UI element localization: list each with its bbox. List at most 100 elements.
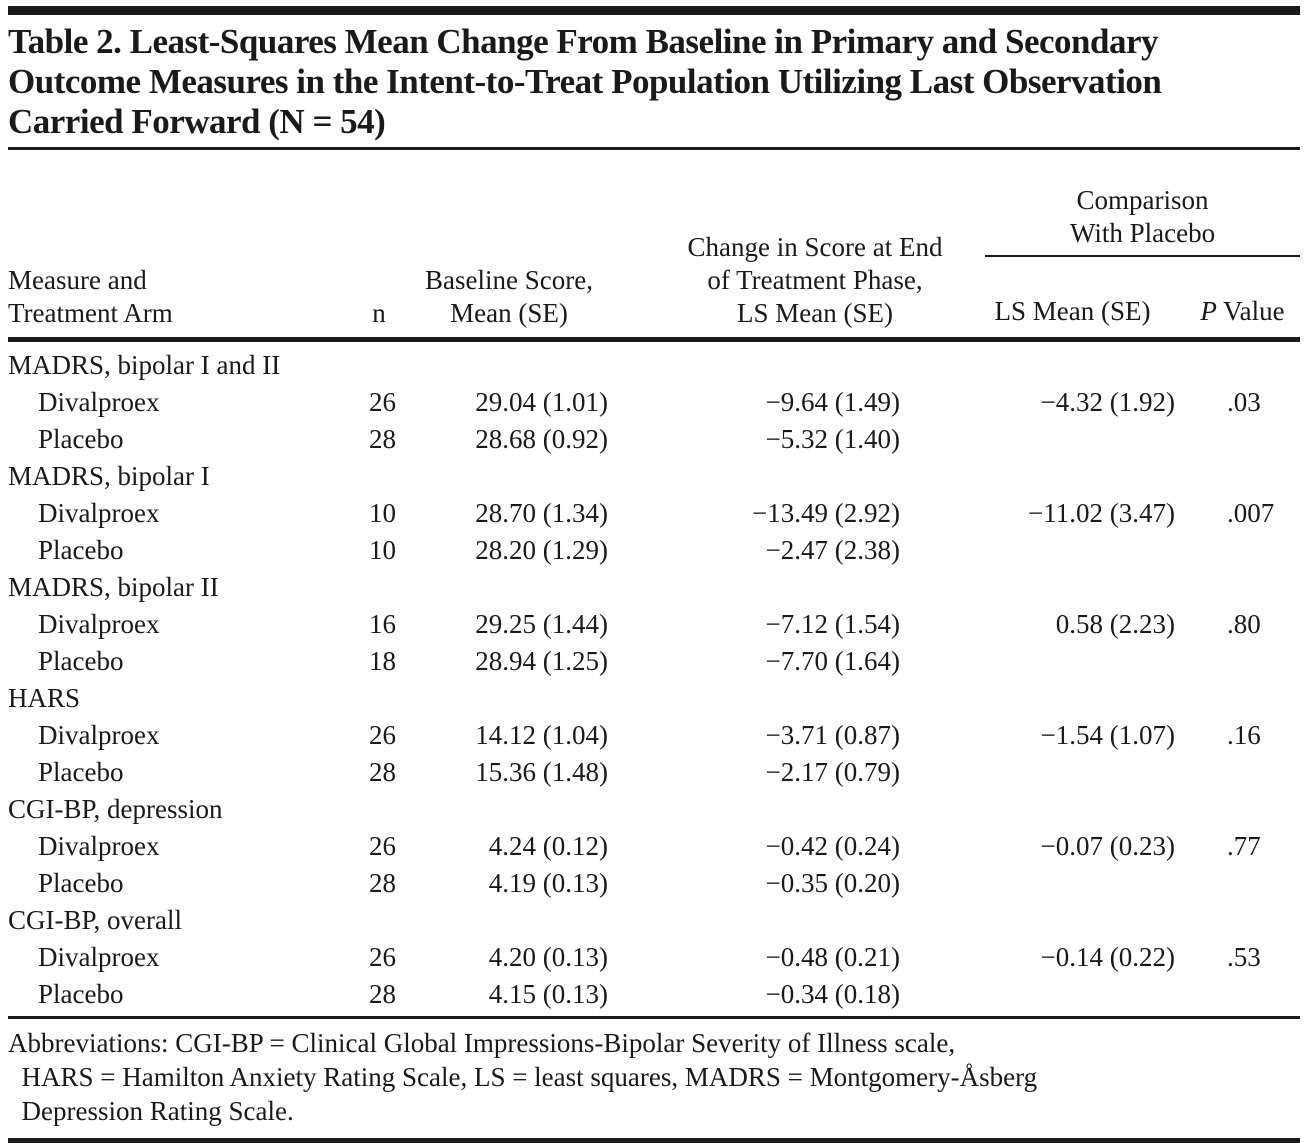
cell-measure: Divalproex	[38, 609, 160, 639]
cell-p-value	[1185, 340, 1300, 385]
cell-comparison	[960, 902, 1185, 939]
cell-n	[360, 340, 398, 385]
col-group-comparison-with-placebo: Comparison With Placebo	[960, 150, 1300, 290]
cell-measure: MADRS, bipolar II	[8, 572, 219, 602]
cell-comparison	[960, 569, 1185, 606]
cell-p-value	[1185, 791, 1300, 828]
cell-n	[360, 791, 398, 828]
col-header-ls-mean: LS Mean (SE)	[960, 290, 1185, 342]
cell-comparison	[960, 458, 1185, 495]
cell-measure: MADRS, bipolar I	[8, 461, 210, 491]
cell-comparison: −11.02 (3.47)	[1028, 498, 1175, 528]
cell-baseline: 15.36 (1.48)	[475, 757, 608, 787]
cell-n: 26	[369, 720, 396, 750]
outcomes-table: Measure and Treatment Arm n Baseline Sco…	[8, 150, 1300, 1013]
table-row-section: MADRS, bipolar I	[8, 458, 1300, 495]
cell-change: −0.35 (0.20)	[765, 868, 900, 898]
cell-measure: Placebo	[38, 868, 124, 898]
cell-comparison	[960, 532, 1185, 569]
table-row-arm: Divalproex 26 4.20 (0.13) −0.48 (0.21) −…	[8, 939, 1300, 976]
cell-change: −0.48 (0.21)	[765, 942, 900, 972]
cell-measure: Placebo	[38, 424, 124, 454]
table-row-arm: Divalproex 26 14.12 (1.04) −3.71 (0.87) …	[8, 717, 1300, 754]
cell-change: −13.49 (2.92)	[752, 498, 900, 528]
table-row-arm: Placebo 28 4.15 (0.13) −0.34 (0.18)	[8, 976, 1300, 1013]
cell-measure: Divalproex	[38, 498, 160, 528]
col-header-measure-treatment-arm: Measure and Treatment Arm	[8, 150, 360, 342]
cell-comparison	[960, 643, 1185, 680]
cell-baseline: 28.68 (0.92)	[475, 424, 608, 454]
cell-p-value	[1185, 532, 1300, 569]
cell-measure: Placebo	[38, 535, 124, 565]
cell-n: 26	[369, 942, 396, 972]
table-body: MADRS, bipolar I and II Divalproex 26 29…	[8, 340, 1300, 1014]
cell-p-value	[1185, 754, 1300, 791]
cell-baseline: 4.19 (0.13)	[488, 868, 608, 898]
cell-p-value	[1185, 865, 1300, 902]
cell-comparison: −0.14 (0.22)	[1040, 942, 1175, 972]
cell-baseline: 4.24 (0.12)	[488, 831, 608, 861]
col-header-change-in-score: Change in Score at End of Treatment Phas…	[620, 150, 960, 342]
cell-baseline: 4.20 (0.13)	[488, 942, 608, 972]
cell-baseline	[398, 902, 620, 939]
cell-baseline	[398, 458, 620, 495]
cell-change: −7.70 (1.64)	[765, 646, 900, 676]
cell-measure: HARS	[8, 683, 81, 713]
cell-measure: Divalproex	[38, 831, 160, 861]
title-rule	[8, 147, 1300, 150]
cell-p-value	[1185, 569, 1300, 606]
top-divider-bar	[8, 6, 1300, 15]
table-row-section: HARS	[8, 680, 1300, 717]
table-row-arm: Divalproex 26 4.24 (0.12) −0.42 (0.24) −…	[8, 828, 1300, 865]
table-row-arm: Divalproex 10 28.70 (1.34) −13.49 (2.92)…	[8, 495, 1300, 532]
table-row-arm: Placebo 28 4.19 (0.13) −0.35 (0.20)	[8, 865, 1300, 902]
cell-n: 18	[369, 646, 396, 676]
table-header: Measure and Treatment Arm n Baseline Sco…	[8, 150, 1300, 342]
p-value-italic-p: P	[1200, 296, 1217, 326]
cell-measure: Placebo	[38, 646, 124, 676]
cell-baseline: 28.70 (1.34)	[475, 498, 608, 528]
cell-p-value	[1185, 680, 1300, 717]
cell-measure: CGI-BP, overall	[8, 905, 182, 935]
cell-change	[620, 902, 960, 939]
table-row-arm: Placebo 28 15.36 (1.48) −2.17 (0.79)	[8, 754, 1300, 791]
cell-change: −3.71 (0.87)	[765, 720, 900, 750]
cell-measure: MADRS, bipolar I and II	[8, 350, 281, 380]
cell-baseline: 29.04 (1.01)	[475, 387, 608, 417]
cell-n: 10	[369, 498, 396, 528]
cell-comparison: 0.58 (2.23)	[1055, 609, 1175, 639]
cell-n: 26	[369, 387, 396, 417]
cell-baseline: 29.25 (1.44)	[475, 609, 608, 639]
cell-change	[620, 569, 960, 606]
cell-p-value	[1185, 421, 1300, 458]
comparison-group-label: Comparison With Placebo	[985, 183, 1300, 257]
cell-measure: Divalproex	[38, 387, 160, 417]
table-row-section: CGI-BP, depression	[8, 791, 1300, 828]
bottom-divider-bar	[8, 1138, 1300, 1143]
abbreviations-footnote: Abbreviations: CGI-BP = Clinical Global …	[8, 1016, 1300, 1128]
cell-change: −9.64 (1.49)	[765, 387, 900, 417]
cell-p-value	[1185, 643, 1300, 680]
cell-baseline: 14.12 (1.04)	[475, 720, 608, 750]
cell-baseline	[398, 340, 620, 385]
table-row-section: MADRS, bipolar II	[8, 569, 1300, 606]
cell-n: 28	[369, 979, 396, 1009]
cell-p-value: .53	[1227, 942, 1261, 972]
table-row-arm: Placebo 28 28.68 (0.92) −5.32 (1.40)	[8, 421, 1300, 458]
table-row-arm: Divalproex 16 29.25 (1.44) −7.12 (1.54) …	[8, 606, 1300, 643]
cell-change: −2.47 (2.38)	[765, 535, 900, 565]
cell-change	[620, 340, 960, 385]
table-row-arm: Divalproex 26 29.04 (1.01) −9.64 (1.49) …	[8, 384, 1300, 421]
cell-baseline	[398, 680, 620, 717]
cell-change	[620, 458, 960, 495]
table-title: Table 2. Least-Squares Mean Change From …	[8, 22, 1162, 141]
cell-baseline: 28.94 (1.25)	[475, 646, 608, 676]
cell-change: −2.17 (0.79)	[765, 757, 900, 787]
cell-p-value: .03	[1227, 387, 1261, 417]
cell-change	[620, 791, 960, 828]
cell-change: −7.12 (1.54)	[765, 609, 900, 639]
col-header-n: n	[360, 150, 398, 342]
cell-p-value	[1185, 458, 1300, 495]
cell-n	[360, 569, 398, 606]
cell-comparison	[960, 680, 1185, 717]
